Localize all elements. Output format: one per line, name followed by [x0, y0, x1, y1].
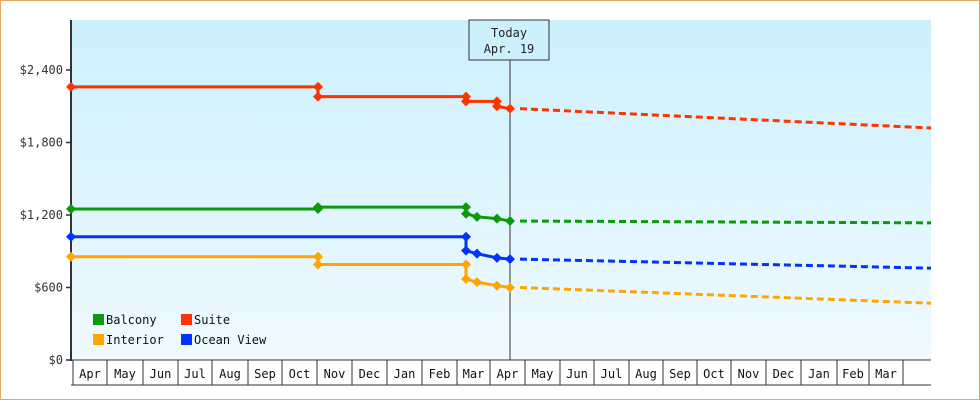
month-label: Feb: [842, 367, 864, 381]
data-point-marker[interactable]: [313, 202, 323, 213]
month-label: Nov: [324, 367, 346, 381]
month-label: Jul: [184, 367, 206, 381]
data-point-marker[interactable]: [66, 231, 76, 242]
data-point-marker[interactable]: [505, 282, 515, 293]
month-label: Jul: [601, 367, 623, 381]
data-point-marker[interactable]: [472, 277, 482, 288]
data-point-marker[interactable]: [492, 213, 502, 224]
data-point-marker[interactable]: [472, 248, 482, 259]
series-balcony: [66, 202, 932, 227]
legend-item-balcony[interactable]: Balcony: [93, 313, 157, 327]
data-point-marker[interactable]: [461, 208, 471, 219]
data-point-marker[interactable]: [505, 103, 515, 114]
month-label: Jun: [566, 367, 588, 381]
legend-swatch: [93, 334, 104, 345]
data-point-marker[interactable]: [461, 245, 471, 256]
month-label: Jan: [394, 367, 416, 381]
month-label: Mar: [875, 367, 897, 381]
data-point-marker[interactable]: [472, 211, 482, 222]
data-point-marker[interactable]: [66, 81, 76, 92]
data-point-marker[interactable]: [461, 202, 471, 213]
y-tick-label: $1,200: [20, 208, 63, 222]
data-point-marker[interactable]: [505, 216, 515, 227]
month-label: Oct: [703, 367, 725, 381]
month-label: Feb: [429, 367, 451, 381]
legend-item-interior[interactable]: Interior: [93, 333, 164, 347]
data-point-marker[interactable]: [461, 96, 471, 107]
data-point-marker[interactable]: [492, 280, 502, 291]
today-label: Today: [491, 26, 527, 40]
y-axis: $0 $600 $1,200 $1,800 $2,400: [20, 20, 72, 367]
month-label: May: [114, 367, 136, 381]
month-label: Aug: [635, 367, 657, 381]
legend-item-suite[interactable]: Suite: [181, 313, 230, 327]
data-point-marker[interactable]: [313, 259, 323, 270]
data-point-marker[interactable]: [66, 251, 76, 262]
legend-swatch: [93, 314, 104, 325]
data-point-marker[interactable]: [461, 274, 471, 285]
legend-item-ocean-view[interactable]: Ocean View: [181, 333, 267, 347]
legend: Balcony Suite Interior Ocean View: [93, 313, 267, 347]
x-axis: Apr May Jun Jul Aug Sep Oct Nov Dec Jan Feb Mar Apr M…: [71, 359, 931, 386]
month-label: May: [532, 367, 554, 381]
y-tick-label: $600: [34, 281, 63, 295]
month-label: Nov: [738, 367, 760, 381]
data-point-marker[interactable]: [492, 101, 502, 112]
month-label: Apr: [497, 367, 519, 381]
y-tick-label: $1,800: [20, 136, 63, 150]
data-point-marker[interactable]: [505, 254, 515, 265]
data-point-marker[interactable]: [313, 81, 323, 92]
series-interior: [66, 251, 932, 305]
y-tick-label: $0: [49, 353, 63, 367]
month-label: Aug: [219, 367, 241, 381]
month-label: Jun: [150, 367, 172, 381]
month-label: Sep: [254, 367, 276, 381]
month-label: Sep: [669, 367, 691, 381]
data-point-marker[interactable]: [313, 91, 323, 102]
month-label: Jan: [808, 367, 830, 381]
data-point-marker[interactable]: [66, 203, 76, 214]
legend-swatch: [181, 314, 192, 325]
month-label: Dec: [359, 367, 381, 381]
data-point-marker[interactable]: [461, 259, 471, 270]
data-point-marker[interactable]: [492, 252, 502, 263]
legend-label: Interior: [106, 333, 164, 347]
today-marker: Today Apr. 19: [468, 19, 550, 360]
y-tick-label: $2,400: [20, 63, 63, 77]
plot-area: [71, 20, 931, 360]
series-ocean-view: [66, 231, 932, 270]
month-label: Mar: [463, 367, 485, 381]
legend-label: Balcony: [106, 313, 157, 327]
legend-swatch: [181, 334, 192, 345]
month-label: Dec: [773, 367, 795, 381]
legend-label: Ocean View: [194, 333, 267, 347]
data-point-marker[interactable]: [313, 251, 323, 262]
series-suite: [66, 81, 932, 130]
data-point-marker[interactable]: [461, 231, 471, 242]
series-lines: [66, 81, 932, 305]
legend-label: Suite: [194, 313, 230, 327]
today-date: Apr. 19: [484, 42, 535, 56]
month-label: Oct: [289, 367, 311, 381]
month-label: Apr: [79, 367, 101, 381]
